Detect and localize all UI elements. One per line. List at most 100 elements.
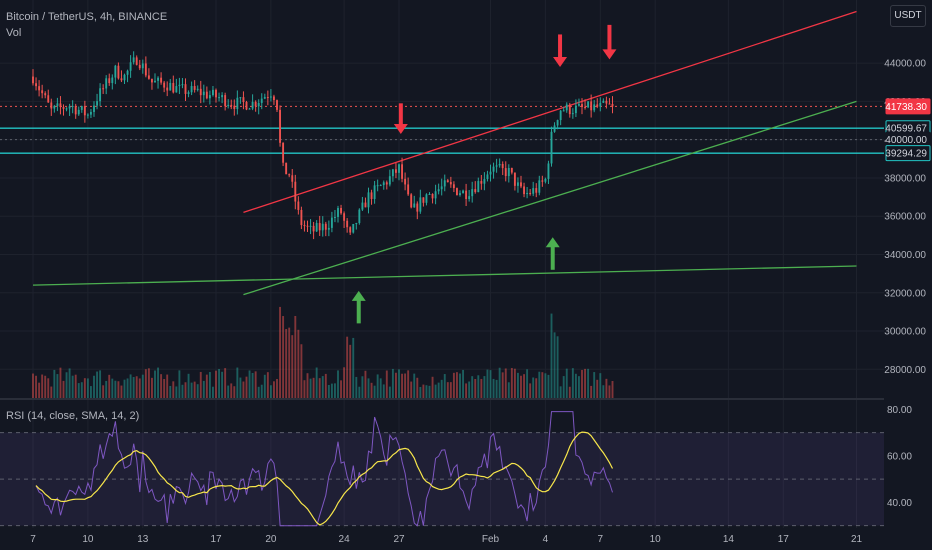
candle-body bbox=[202, 91, 205, 96]
volume-bar bbox=[611, 380, 614, 398]
candle-body bbox=[260, 98, 263, 103]
candle-body bbox=[300, 209, 303, 226]
price-level-label: 40599.67 bbox=[885, 124, 927, 135]
volume-bar bbox=[535, 378, 538, 398]
volume-bar bbox=[568, 386, 571, 398]
volume-bar bbox=[282, 316, 285, 398]
volume-bar bbox=[288, 327, 291, 398]
candle-body bbox=[343, 213, 346, 221]
axis-background bbox=[884, 0, 932, 550]
volume-bar bbox=[47, 378, 50, 398]
candle-body bbox=[538, 180, 541, 193]
candle-body bbox=[413, 203, 416, 208]
candle-body bbox=[578, 104, 580, 106]
volume-bar bbox=[574, 373, 577, 398]
volume-bar bbox=[434, 384, 437, 398]
arrow-head bbox=[351, 290, 366, 301]
time-tick-label: 24 bbox=[339, 534, 351, 545]
rsi-label: RSI (14, close, SMA, 14, 2) bbox=[6, 410, 140, 422]
candle-body bbox=[352, 223, 355, 233]
volume-bar bbox=[251, 372, 254, 398]
candle-body bbox=[459, 193, 461, 196]
volume-bar bbox=[398, 369, 400, 398]
candle-body bbox=[154, 80, 156, 83]
time-tick-label: Feb bbox=[482, 534, 500, 545]
volume-bar bbox=[431, 376, 434, 398]
volume-bar bbox=[144, 369, 147, 398]
volume-bar bbox=[602, 385, 605, 398]
candle-body bbox=[108, 78, 111, 84]
volume-bar bbox=[474, 378, 477, 398]
candle-body bbox=[135, 57, 138, 65]
candle-body bbox=[355, 223, 358, 225]
volume-bar bbox=[425, 385, 428, 398]
volume-bar bbox=[587, 368, 590, 398]
volume-bar bbox=[175, 386, 178, 398]
candle-body bbox=[419, 197, 422, 212]
candle-body bbox=[239, 97, 242, 99]
volume-bar bbox=[227, 385, 230, 398]
candle-body bbox=[53, 105, 56, 109]
arrow-head bbox=[553, 56, 568, 67]
currency-button[interactable]: USDT bbox=[890, 5, 926, 27]
volume-bar bbox=[169, 385, 172, 398]
volume-bar bbox=[202, 380, 205, 398]
candle-body bbox=[529, 193, 532, 195]
candle-body bbox=[126, 70, 129, 75]
volume-bar bbox=[529, 383, 532, 398]
candle-body bbox=[367, 192, 370, 208]
volume-bar bbox=[480, 378, 483, 398]
volume-bar bbox=[324, 373, 327, 398]
candle-body bbox=[513, 172, 516, 186]
volume-bar bbox=[120, 385, 123, 398]
candle-body bbox=[187, 92, 190, 94]
candles bbox=[32, 51, 614, 240]
candle-body bbox=[391, 169, 394, 177]
candle-body bbox=[501, 163, 504, 169]
volume-bar bbox=[276, 378, 278, 398]
volume-bar bbox=[355, 376, 358, 398]
volume-bar bbox=[367, 378, 370, 398]
candle-body bbox=[492, 166, 495, 172]
candle-body bbox=[443, 180, 446, 187]
volume-bar bbox=[327, 384, 330, 398]
candle-body bbox=[590, 101, 593, 111]
volume-bar bbox=[596, 379, 599, 398]
volume-bar bbox=[205, 374, 208, 398]
volume-bar bbox=[489, 370, 492, 398]
candle-body bbox=[230, 104, 233, 106]
volume-bar bbox=[565, 368, 568, 398]
candle-body bbox=[248, 108, 251, 110]
candle-body bbox=[486, 174, 489, 180]
volume-bar bbox=[526, 369, 529, 398]
price-axis: 44000.0042000.0040000.0038000.0036000.00… bbox=[884, 0, 932, 550]
volume-bar bbox=[273, 381, 275, 398]
candle-body bbox=[120, 78, 123, 81]
horizontal-levels bbox=[0, 105, 884, 154]
candle-body bbox=[349, 227, 352, 233]
volume-bar bbox=[172, 381, 175, 398]
price-level-label: 41738.30 bbox=[885, 102, 927, 113]
volume-bar bbox=[71, 375, 74, 398]
volume-bar bbox=[315, 367, 318, 398]
candle-body bbox=[605, 100, 608, 104]
candle-body bbox=[404, 178, 407, 185]
volume-bar bbox=[53, 369, 56, 398]
candle-body bbox=[163, 82, 166, 88]
volume-bar bbox=[96, 371, 98, 398]
volume-bar bbox=[111, 378, 114, 398]
volume-bar bbox=[77, 383, 80, 398]
volume-bar bbox=[379, 378, 382, 398]
candle-body bbox=[50, 102, 53, 109]
volume-bar bbox=[401, 373, 403, 398]
volume-bar bbox=[437, 382, 440, 398]
candle-body bbox=[535, 188, 538, 193]
candle-body bbox=[65, 108, 68, 110]
rsi-ma-line bbox=[35, 431, 614, 526]
up-arrow-icon bbox=[545, 237, 560, 270]
volume-bar bbox=[254, 371, 257, 398]
volume-bar bbox=[199, 371, 202, 398]
volume-bar bbox=[102, 385, 105, 398]
candle-body bbox=[80, 106, 83, 110]
